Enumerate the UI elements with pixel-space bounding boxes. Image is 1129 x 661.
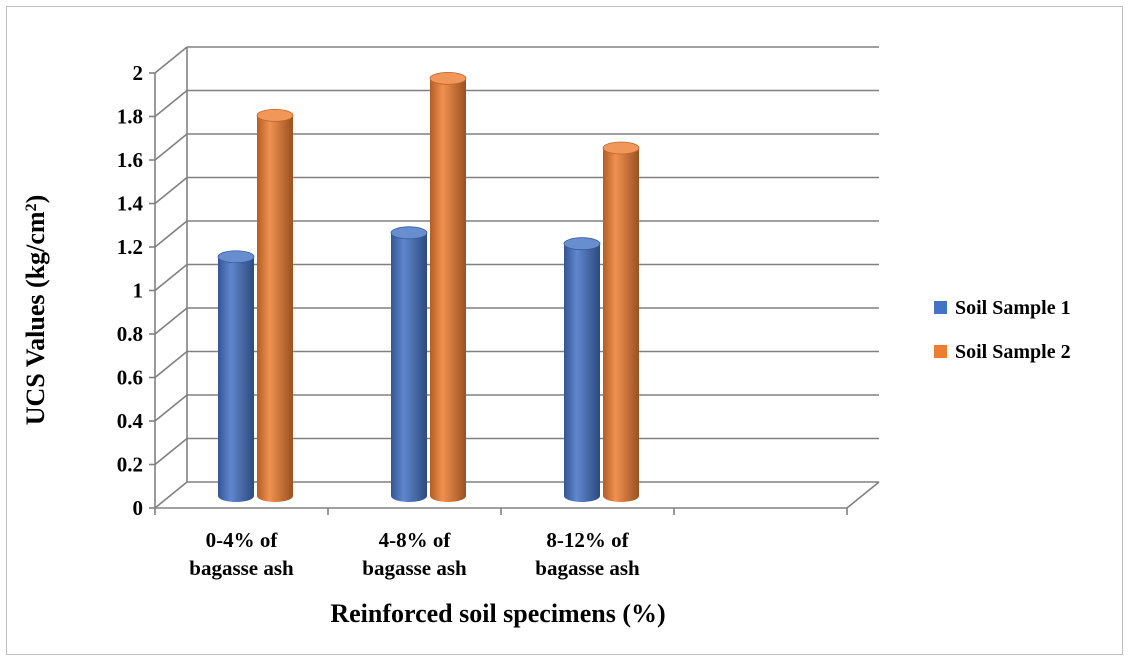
bar-body [391, 232, 427, 502]
gridline-side [154, 89, 188, 118]
x-category-label: bagasse ash [535, 556, 640, 580]
gridline-side [154, 307, 188, 335]
legend-swatch [934, 301, 947, 314]
y-axis-title-main: UCS Values (kg/cm [21, 211, 50, 425]
floor-edge [846, 481, 880, 509]
gridline-side [154, 437, 188, 466]
gridline-side [154, 46, 188, 74]
y-axis-title: UCS Values (kg/cm2) [21, 195, 50, 426]
bar-top [563, 237, 601, 251]
bar-1-3 [563, 237, 601, 502]
x-category-label: 4-8% of [379, 528, 452, 552]
x-category-labels: 0-4% of bagasse ash 4-8% of bagasse ash 8-12… [189, 528, 640, 580]
y-tick-label: 1 [133, 279, 144, 303]
y-tick-label: 2 [133, 61, 144, 85]
bar-body [257, 115, 293, 502]
legend-label: Soil Sample 2 [955, 341, 1071, 363]
x-axis-title: Reinforced soil specimens (%) [330, 599, 665, 628]
gridline-side [154, 263, 188, 292]
y-tick-label: 0.6 [117, 366, 143, 390]
y-tick-label: 0 [133, 496, 144, 520]
x-category-label: bagasse ash [362, 556, 467, 580]
gridline-side [154, 394, 188, 422]
bar-body [218, 256, 254, 502]
bar-body [430, 78, 466, 503]
gridline-side [154, 133, 188, 161]
bar-top [602, 141, 640, 155]
bar-body [603, 148, 639, 502]
x-category-label: 0-4% of [206, 528, 279, 552]
gridlines [154, 46, 879, 509]
y-tick-label: 1.6 [117, 148, 143, 172]
bar-top [217, 250, 255, 264]
bar-top [256, 108, 294, 122]
y-axis-title-sup: 2 [23, 203, 40, 211]
legend-label: Soil Sample 1 [955, 297, 1071, 319]
bar-2-2 [429, 72, 467, 503]
y-tick-labels: 0 0.2 0.4 0.6 0.8 1 1.2 1.4 1.6 1.8 2 [117, 61, 144, 520]
bars [217, 72, 640, 503]
bar-1-1 [217, 250, 255, 502]
y-tick-label: 1.2 [117, 235, 143, 259]
y-tick-label: 0.2 [117, 453, 143, 477]
y-tick-label: 1.4 [117, 192, 144, 216]
y-axis-title-tail: ) [21, 195, 50, 204]
y-tick-label: 0.4 [117, 409, 144, 433]
x-category-label: bagasse ash [189, 556, 294, 580]
legend: Soil Sample 1 Soil Sample 2 [934, 297, 1071, 363]
gridline-side [154, 220, 188, 248]
axes [149, 72, 880, 515]
legend-swatch [934, 345, 947, 358]
x-category-label: 8-12% of [546, 528, 629, 552]
y-tick-label: 0.8 [117, 322, 143, 346]
bar-2-3 [602, 141, 640, 502]
gridline-side [154, 176, 188, 205]
gridline-side [154, 481, 188, 509]
bar-2-1 [256, 108, 294, 502]
bar-1-2 [390, 226, 428, 502]
bar-top [390, 226, 428, 240]
gridline-side [154, 350, 188, 379]
bar-top [429, 72, 467, 85]
y-tick-label: 1.8 [117, 105, 143, 129]
bar-body [564, 243, 600, 502]
